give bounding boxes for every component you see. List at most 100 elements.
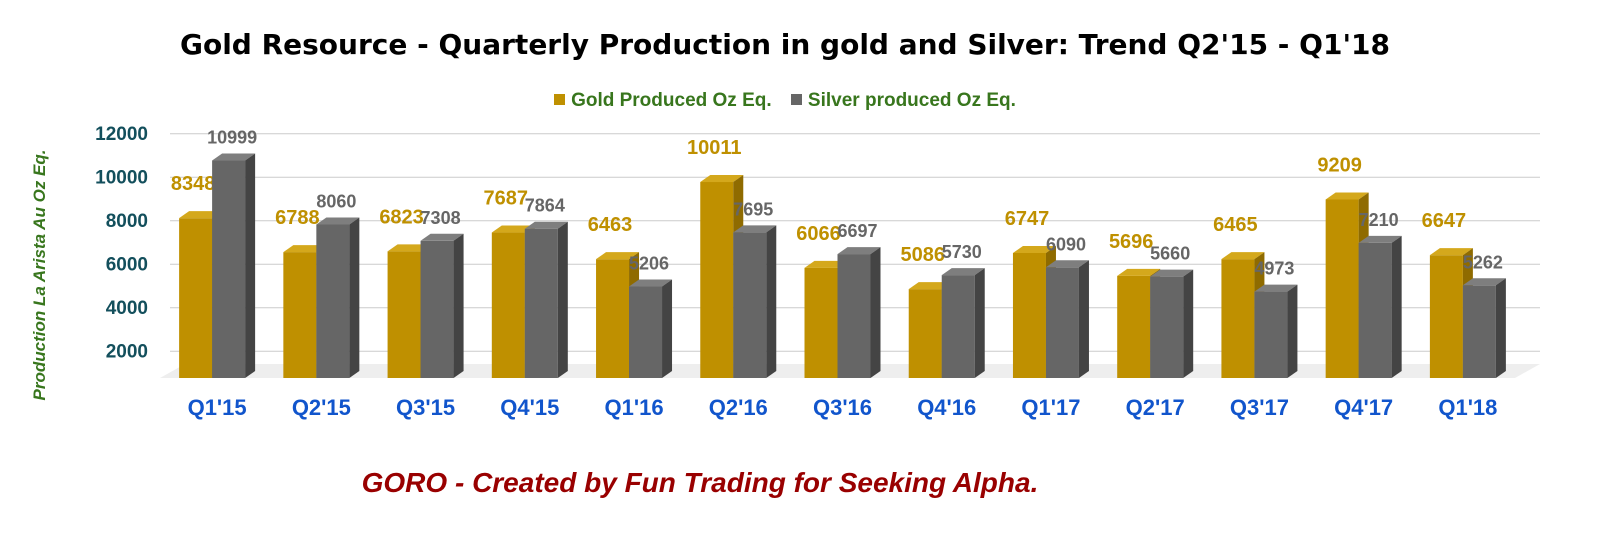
bar-top-silver [733, 225, 777, 233]
bar-silver [837, 254, 871, 378]
bar-top-silver [1254, 284, 1298, 292]
bar-gold [387, 251, 421, 378]
bar-gold [908, 289, 942, 378]
bar-side-silver [1078, 260, 1089, 378]
legend-item-gold: Gold Produced Oz Eq. [554, 90, 772, 112]
x-tick-label: Q4'15 [500, 395, 559, 420]
bar-top-gold [1325, 192, 1369, 200]
bar-side-silver [1391, 235, 1402, 378]
x-tick-label: Q3'15 [396, 395, 455, 420]
legend-swatch-silver [790, 94, 802, 105]
data-label-silver: 10999 [207, 128, 257, 148]
data-label-gold: 10011 [687, 137, 742, 159]
chart-legend: Gold Produced Oz Eq. Silver produced Oz … [0, 90, 1570, 112]
data-label-gold: 5086 [900, 244, 945, 266]
data-label-gold: 6465 [1213, 214, 1258, 236]
bar-top-gold [1429, 248, 1473, 256]
data-label-silver: 7695 [733, 199, 773, 219]
x-tick-label: Q1'17 [1021, 395, 1080, 420]
bar-side-silver [349, 217, 360, 378]
x-tick-label: Q2'17 [1126, 395, 1185, 420]
bar-gold [1221, 259, 1255, 378]
legend-item-silver: Silver produced Oz Eq. [790, 90, 1016, 112]
bar-silver [1462, 285, 1496, 378]
bar-gold [596, 259, 630, 378]
data-label-silver: 8060 [316, 191, 356, 211]
bar-gold [1325, 199, 1359, 378]
bar-silver [316, 224, 350, 378]
data-label-gold: 6788 [275, 207, 320, 229]
bar-side-silver [870, 247, 881, 378]
bar-gold [700, 182, 734, 378]
bar-silver [1045, 267, 1079, 378]
bar-top-silver [629, 279, 673, 287]
x-tick-label: Q1'16 [605, 395, 664, 420]
y-tick-label: 12000 [95, 124, 148, 145]
bar-gold [1117, 275, 1151, 378]
data-label-silver: 6090 [1046, 234, 1086, 254]
x-tick-label: Q1'15 [188, 395, 247, 420]
x-tick-label: Q4'16 [917, 395, 976, 420]
bar-top-silver [837, 247, 881, 255]
bar-silver [1358, 242, 1392, 378]
bar-top-gold [1221, 252, 1265, 260]
bar-top-silver [1462, 278, 1506, 286]
data-label-silver: 7210 [1359, 210, 1399, 230]
bar-top-silver [420, 233, 464, 241]
bar-side-silver [1183, 269, 1194, 378]
x-tick-label: Q3'17 [1230, 395, 1289, 420]
bar-gold [1429, 255, 1463, 378]
bar-silver [733, 232, 767, 378]
bar-gold [283, 252, 317, 378]
data-label-gold: 7687 [484, 188, 529, 210]
chart-plot: 12000 10000 8000 6000 4000 2000 8348 10999 Q1'15… [95, 124, 1540, 420]
bar-silver [212, 160, 246, 378]
chart-title: Gold Resource - Quarterly Production in … [179, 28, 1390, 61]
bar-silver [941, 275, 975, 378]
bar-silver [1150, 276, 1184, 378]
legend-label-gold: Gold Produced Oz Eq. [571, 90, 772, 111]
data-label-silver: 5660 [1150, 244, 1190, 264]
x-tick-label: Q3'16 [813, 395, 872, 420]
bar-gold [804, 267, 838, 378]
bar-top-gold [596, 252, 640, 260]
bar-side-silver [1495, 278, 1506, 378]
data-label-silver: 7308 [421, 208, 461, 228]
bar-side-silver [1287, 284, 1298, 378]
bar-top-gold [1012, 246, 1056, 254]
y-tick-label: 6000 [106, 254, 148, 275]
bar-gold [1012, 253, 1046, 378]
data-label-gold: 6823 [379, 206, 424, 228]
bar-top-gold [491, 225, 535, 233]
bar-silver [524, 228, 558, 378]
y-tick-label: 8000 [106, 211, 148, 232]
legend-swatch-gold [554, 94, 566, 105]
bar-top-silver [316, 217, 360, 225]
bar-top-gold [804, 260, 848, 268]
bar-side-silver [662, 279, 673, 378]
bar-gold [179, 218, 213, 378]
bar-top-gold [179, 211, 223, 219]
bar-top-gold [1117, 268, 1161, 276]
data-label-silver: 5262 [1463, 252, 1503, 272]
footer-credit: GORO - Created by Fun Trading for Seekin… [361, 467, 1039, 498]
bar-top-silver [1045, 260, 1089, 268]
data-label-silver: 6697 [837, 221, 877, 241]
bar-top-gold [283, 245, 327, 253]
y-tick-label: 10000 [95, 167, 148, 188]
data-label-gold: 6747 [1005, 208, 1050, 230]
x-tick-label: Q2'16 [709, 395, 768, 420]
data-label-gold: 9209 [1317, 154, 1362, 176]
data-label-silver: 4973 [1254, 259, 1294, 279]
bar-top-silver [212, 153, 256, 161]
data-label-silver: 5206 [629, 254, 669, 274]
data-label-silver: 7864 [525, 196, 565, 216]
bar-gold [491, 232, 525, 378]
bar-top-gold [700, 175, 744, 183]
bar-side-silver [766, 225, 777, 378]
bar-silver [420, 240, 454, 378]
data-label-gold: 6647 [1422, 210, 1467, 232]
bar-top-silver [1150, 269, 1194, 277]
bar-side-silver [245, 153, 256, 378]
data-label-gold: 5696 [1109, 231, 1154, 253]
